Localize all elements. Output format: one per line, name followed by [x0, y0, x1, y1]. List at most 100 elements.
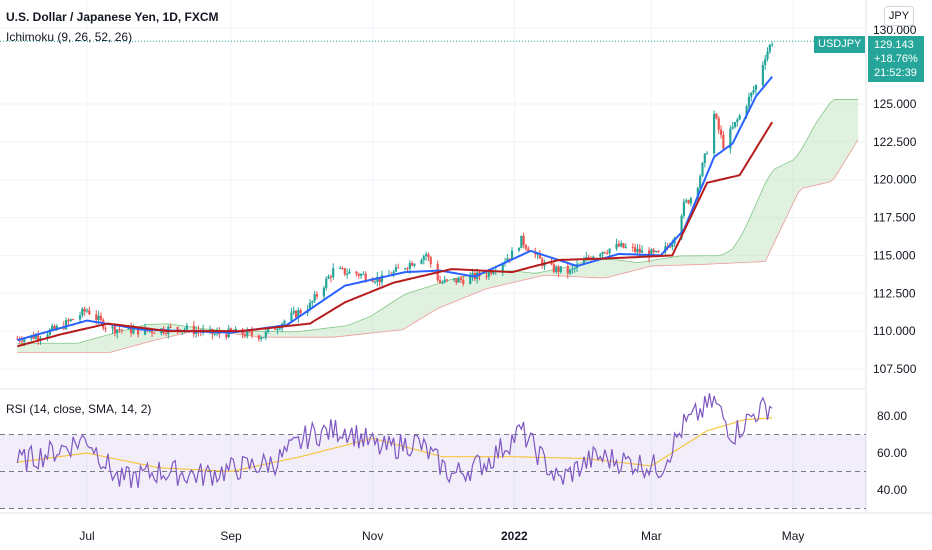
- symbol-tag: USDJPY: [814, 36, 866, 53]
- candle-body: [608, 248, 611, 254]
- candle-body: [603, 252, 607, 254]
- candle-body: [559, 266, 562, 273]
- indicator-label[interactable]: Ichimoku (9, 26, 52, 26): [6, 30, 133, 44]
- candle-body: [761, 65, 764, 86]
- candle-body: [736, 119, 739, 123]
- candle-body: [452, 278, 456, 280]
- candle-body: [104, 328, 107, 330]
- candle-body: [699, 176, 702, 188]
- time-tick-label: Jul: [79, 529, 94, 543]
- candle-body: [408, 263, 411, 269]
- candle-body: [111, 326, 114, 329]
- candle-body: [689, 198, 692, 204]
- candle-body: [262, 337, 265, 339]
- candle-body: [568, 269, 572, 274]
- candle-body: [78, 315, 82, 320]
- candle-body: [733, 122, 737, 127]
- candle-body: [378, 277, 381, 283]
- candle-body: [81, 308, 84, 316]
- candle-body: [582, 259, 586, 265]
- candle-body: [427, 254, 430, 258]
- candle-body: [445, 279, 449, 281]
- candle-body: [148, 330, 151, 332]
- candle-body: [55, 325, 58, 329]
- candle-body: [555, 266, 558, 272]
- candle-body: [164, 332, 168, 334]
- candle-body: [53, 325, 56, 329]
- candle-body: [680, 215, 683, 238]
- candle-body: [132, 328, 135, 334]
- candle-body: [487, 270, 490, 277]
- candle-body: [750, 92, 753, 97]
- candle-body: [311, 301, 314, 303]
- candle-body: [97, 315, 100, 321]
- candle-body: [213, 333, 216, 335]
- candle-body: [120, 329, 123, 331]
- price-tick-label: 115.000: [873, 248, 916, 262]
- candle-body: [587, 256, 590, 259]
- candle-body: [292, 310, 295, 313]
- candle-body: [703, 153, 706, 163]
- candle-body: [332, 268, 335, 278]
- candle-body: [153, 332, 156, 334]
- candle-body: [37, 335, 40, 340]
- candle-body: [443, 279, 446, 283]
- candle-body: [429, 257, 432, 264]
- candle-body: [719, 129, 723, 135]
- candle-body: [64, 320, 68, 329]
- candle-body: [208, 328, 212, 330]
- candle-body: [116, 329, 119, 334]
- candle-body: [631, 246, 634, 248]
- candle-body: [283, 320, 286, 324]
- candle-body: [278, 328, 281, 330]
- rsi-tick-label: 40.00: [877, 483, 907, 497]
- candle-body: [441, 282, 444, 284]
- candle-body: [771, 44, 774, 46]
- candle-body: [243, 334, 247, 337]
- candle-body: [373, 281, 377, 283]
- candle-body: [69, 319, 72, 322]
- candle-body: [276, 329, 279, 331]
- candle-body: [592, 256, 595, 260]
- time-tick-label: 2022: [501, 529, 528, 543]
- candle-body: [650, 249, 653, 258]
- candle-body: [406, 268, 409, 270]
- candle-body: [411, 263, 414, 266]
- candle-body: [754, 85, 758, 91]
- candle-body: [136, 327, 140, 335]
- candle-body: [640, 250, 644, 253]
- candle-body: [541, 258, 544, 266]
- candle-body: [538, 253, 542, 259]
- currency-button[interactable]: JPY: [884, 6, 914, 26]
- candle-body: [599, 254, 602, 257]
- candle-body: [343, 268, 346, 275]
- candle-body: [225, 334, 228, 338]
- candle-body: [118, 329, 121, 331]
- candle-body: [257, 335, 260, 340]
- price-tick-label: 110.000: [873, 324, 916, 338]
- ichimoku-cloud: [17, 99, 859, 353]
- rsi-line: [16, 393, 773, 488]
- candle-body: [768, 44, 771, 52]
- candle-body: [46, 334, 49, 339]
- candle-body: [422, 256, 425, 261]
- rsi-tick-label: 80.00: [877, 409, 907, 423]
- candle-body: [522, 235, 525, 246]
- candle-body: [322, 287, 326, 297]
- candle-body: [325, 278, 328, 288]
- time-tick-label: May: [782, 529, 805, 543]
- candle-body: [459, 278, 463, 280]
- candle-body: [729, 128, 732, 149]
- candle-body: [455, 278, 458, 283]
- candle-body: [359, 274, 363, 276]
- candle-body: [636, 248, 639, 252]
- candle-body: [471, 273, 474, 277]
- rsi-label[interactable]: RSI (14, close, SMA, 14, 2): [6, 402, 152, 416]
- candle-body: [606, 252, 609, 254]
- candle-body: [557, 266, 560, 273]
- candle-body: [571, 268, 574, 270]
- candle-body: [573, 267, 576, 269]
- candle-body: [339, 268, 342, 270]
- candle-body: [20, 340, 24, 342]
